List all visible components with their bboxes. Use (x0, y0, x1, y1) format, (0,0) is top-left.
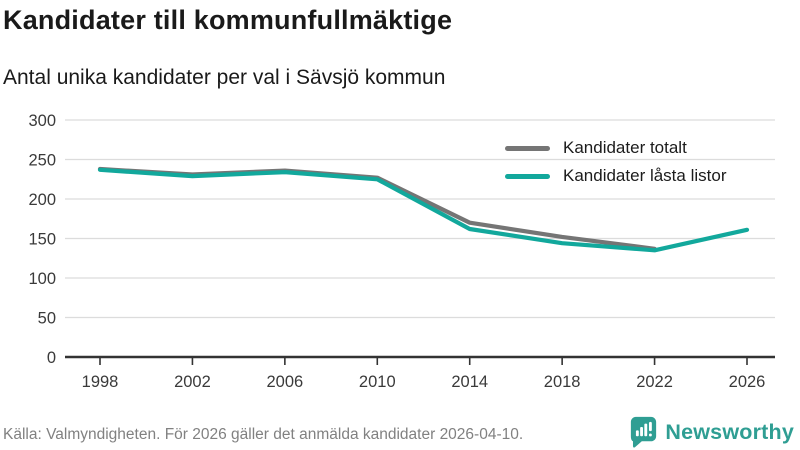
y-axis-label: 150 (28, 231, 56, 249)
x-axis-label: 2026 (729, 373, 766, 391)
chart-legend: Kandidater totalt Kandidater låsta listo… (505, 134, 726, 190)
legend-swatch-lasta-listor (505, 173, 550, 179)
line-chart: 0 50 100 150 200 250 300 1998 2002 2006 2010 2014 20… (0, 100, 800, 400)
chart-subtitle: Antal unika kandidater per val i Sävsjö … (3, 66, 446, 89)
legend-label-totalt: Kandidater totalt (563, 138, 687, 157)
legend-label-lasta-listor: Kandidater låsta listor (563, 166, 727, 185)
x-axis-label: 1998 (82, 373, 119, 391)
y-axis-label: 250 (28, 152, 56, 170)
y-axis-label: 200 (28, 191, 56, 209)
chart-canvas: 0 50 100 150 200 250 300 1998 2002 2006 2010 2014 20… (28, 112, 775, 391)
x-axis-label: 2018 (544, 373, 581, 391)
newsworthy-logo: Newsworthy (630, 416, 794, 448)
legend-item-kandidater-totalt: Kandidater totalt (505, 134, 726, 162)
page-title: Kandidater till kommunfullmäktige (3, 5, 453, 35)
x-axis-label: 2014 (451, 373, 488, 391)
y-axis-label: 300 (28, 112, 56, 130)
x-axis-label: 2022 (636, 373, 673, 391)
x-axis-label: 2010 (359, 373, 396, 391)
series-line-kandidater-l-sta-listor (97, 167, 750, 253)
x-axis-label: 2006 (266, 373, 303, 391)
brand-wordmark: Newsworthy (665, 419, 794, 444)
x-axis-label: 2002 (174, 373, 211, 391)
y-axis-label: 100 (28, 270, 56, 288)
y-axis-label: 0 (47, 349, 56, 367)
legend-item-kandidater-lasta-listor: Kandidater låsta listor (505, 162, 726, 190)
legend-swatch-totalt (505, 145, 550, 151)
chart-footer: Källa: Valmyndigheten. För 2026 gäller d… (0, 400, 800, 450)
source-note: Källa: Valmyndigheten. För 2026 gäller d… (3, 426, 524, 443)
newsworthy-badge-icon (631, 416, 657, 448)
y-axis-label: 50 (38, 310, 56, 328)
